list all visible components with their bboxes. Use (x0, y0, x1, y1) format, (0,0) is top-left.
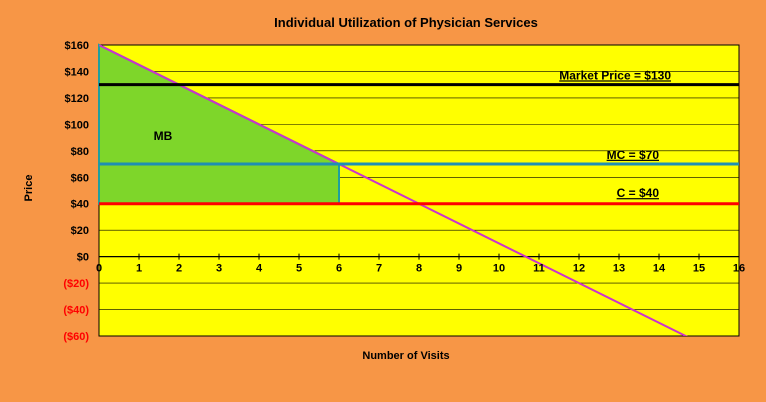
x-axis-ticks: 0 1 2 3 4 5 6 7 8 9 10 11 12 13 14 15 16 (96, 253, 745, 275)
y-axis-label: Price (23, 175, 35, 202)
annotation-label: C = $40 (617, 186, 660, 200)
annotations: Market Price = $130 MC = $70 C = $40 MB (154, 68, 672, 200)
y-tick-label: $60 (71, 172, 89, 184)
y-axis-ticks: $160 $140 $120 $100 $80 $60 $40 $20 $0 ($20) ($40)… (63, 40, 89, 343)
x-tick-label: 11 (533, 263, 545, 275)
series-lines (99, 45, 739, 336)
x-tick-label: 2 (176, 263, 182, 275)
annotation-label: MC = $70 (607, 148, 660, 162)
y-tick-label: $120 (65, 93, 89, 105)
y-tick-label: $40 (71, 199, 89, 211)
y-tick-label: $20 (71, 225, 89, 237)
x-tick-label: 10 (493, 263, 505, 275)
y-tick-label: $160 (65, 40, 89, 52)
y-tick-label: $80 (71, 146, 89, 158)
x-tick-label: 4 (256, 263, 263, 275)
y-tick-label: ($20) (63, 278, 89, 290)
mb-label: MB (154, 129, 173, 143)
x-axis-label: Number of Visits (362, 350, 449, 362)
chart-title: Individual Utilization of Physician Serv… (274, 15, 538, 30)
x-tick-label: 1 (136, 263, 142, 275)
y-tick-label: ($40) (63, 305, 89, 317)
x-tick-label: 15 (693, 263, 705, 275)
y-tick-label: $140 (65, 66, 89, 78)
x-tick-label: 0 (96, 263, 102, 275)
x-tick-label: 8 (416, 263, 422, 275)
x-tick-label: 13 (613, 263, 625, 275)
x-tick-label: 6 (336, 263, 342, 275)
annotation-label: Market Price = $130 (559, 68, 671, 82)
y-tick-label: $0 (77, 252, 89, 264)
x-tick-label: 16 (733, 263, 745, 275)
x-tick-label: 3 (216, 263, 222, 275)
x-tick-label: 14 (653, 263, 666, 275)
y-tick-label: $100 (65, 119, 89, 131)
x-tick-label: 5 (296, 263, 302, 275)
y-tick-label: ($60) (63, 331, 89, 343)
x-tick-label: 9 (456, 263, 462, 275)
x-tick-label: 12 (573, 263, 585, 275)
x-tick-label: 7 (376, 263, 382, 275)
